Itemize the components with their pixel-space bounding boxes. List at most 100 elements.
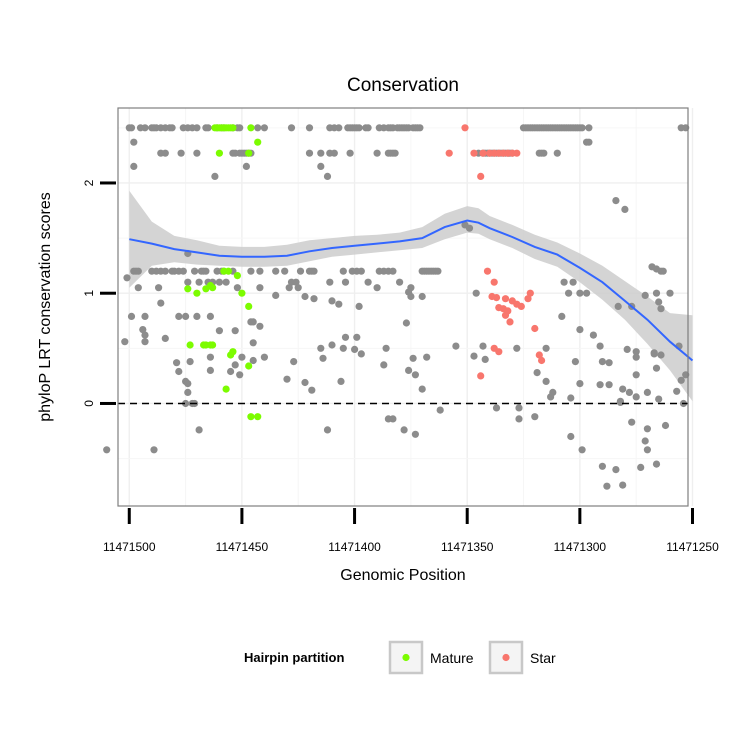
point-other xyxy=(407,292,415,301)
point-other xyxy=(567,432,575,441)
point-star xyxy=(495,304,503,312)
point-star xyxy=(538,356,546,365)
point-other xyxy=(161,149,169,157)
point-other xyxy=(150,446,158,454)
point-star xyxy=(479,149,487,157)
point-other xyxy=(643,388,652,396)
grid-lines xyxy=(118,108,694,506)
point-star xyxy=(477,372,485,380)
point-other xyxy=(382,344,390,352)
point-other xyxy=(249,318,257,326)
point-other xyxy=(655,298,663,306)
point-other xyxy=(236,124,244,132)
point-other xyxy=(294,284,302,292)
point-other xyxy=(141,124,149,132)
point-other xyxy=(405,366,413,374)
point-mature xyxy=(247,413,255,421)
point-other xyxy=(583,289,591,297)
point-mature xyxy=(245,149,253,157)
point-other xyxy=(612,197,620,205)
point-mature xyxy=(254,413,262,421)
point-other xyxy=(184,278,192,286)
point-other xyxy=(202,267,210,275)
point-other xyxy=(409,354,417,362)
point-mature xyxy=(215,149,223,157)
point-other xyxy=(206,312,214,320)
point-other xyxy=(233,284,241,292)
point-other xyxy=(242,162,250,170)
point-other xyxy=(373,149,381,157)
point-other xyxy=(652,289,661,297)
point-other xyxy=(281,267,289,275)
point-other xyxy=(330,149,338,157)
point-other xyxy=(585,124,593,132)
point-other xyxy=(305,124,314,132)
point-other xyxy=(533,369,541,377)
point-other xyxy=(479,342,487,350)
point-other xyxy=(287,124,296,132)
point-other xyxy=(260,124,268,132)
point-other xyxy=(619,481,627,489)
point-other xyxy=(547,393,555,401)
point-other xyxy=(452,342,460,350)
point-other xyxy=(623,345,631,353)
point-other xyxy=(193,124,201,132)
point-other xyxy=(364,124,372,132)
point-other xyxy=(418,292,426,301)
point-mature xyxy=(238,289,246,297)
point-other xyxy=(141,338,149,346)
point-other xyxy=(161,267,169,275)
point-mature xyxy=(245,362,253,370)
point-other xyxy=(285,284,293,292)
point-other xyxy=(492,404,501,412)
confidence-band-area xyxy=(129,190,693,402)
point-other xyxy=(231,361,239,369)
point-other xyxy=(328,297,336,305)
point-other xyxy=(206,366,214,374)
point-other xyxy=(515,415,523,423)
point-other xyxy=(364,278,372,286)
x-tick-label: 11471300 xyxy=(554,540,607,554)
point-other xyxy=(411,430,419,438)
point-other xyxy=(632,393,640,401)
point-other xyxy=(652,460,661,468)
point-other xyxy=(411,371,419,379)
point-other xyxy=(578,124,586,132)
point-mature xyxy=(224,267,232,275)
point-other xyxy=(139,326,147,334)
point-other xyxy=(416,124,424,132)
point-other xyxy=(301,378,309,387)
chart-title: Conservation xyxy=(347,75,459,96)
point-other xyxy=(141,331,149,339)
point-mature xyxy=(254,138,262,146)
point-other xyxy=(481,355,489,363)
point-other xyxy=(531,413,539,421)
point-other xyxy=(657,305,665,313)
point-other xyxy=(130,162,138,170)
point-other xyxy=(673,387,681,395)
point-other xyxy=(249,356,257,365)
point-other xyxy=(339,267,347,275)
point-mature xyxy=(229,124,237,132)
point-mature xyxy=(184,285,192,293)
point-other xyxy=(155,284,163,292)
y-tick-label: 2 xyxy=(82,179,96,186)
point-other xyxy=(542,344,550,352)
point-star xyxy=(501,295,510,303)
point-other xyxy=(296,267,305,275)
point-other xyxy=(175,312,183,320)
point-other xyxy=(317,344,325,352)
legend-symbol xyxy=(402,653,410,662)
point-other xyxy=(576,289,584,297)
plot-panel-border xyxy=(117,107,689,507)
point-other xyxy=(513,344,521,352)
point-star xyxy=(483,267,492,275)
point-other xyxy=(335,300,343,308)
point-other xyxy=(436,406,444,414)
point-other xyxy=(310,295,318,303)
point-other xyxy=(236,371,244,379)
point-other xyxy=(470,352,478,360)
point-other xyxy=(605,359,613,367)
